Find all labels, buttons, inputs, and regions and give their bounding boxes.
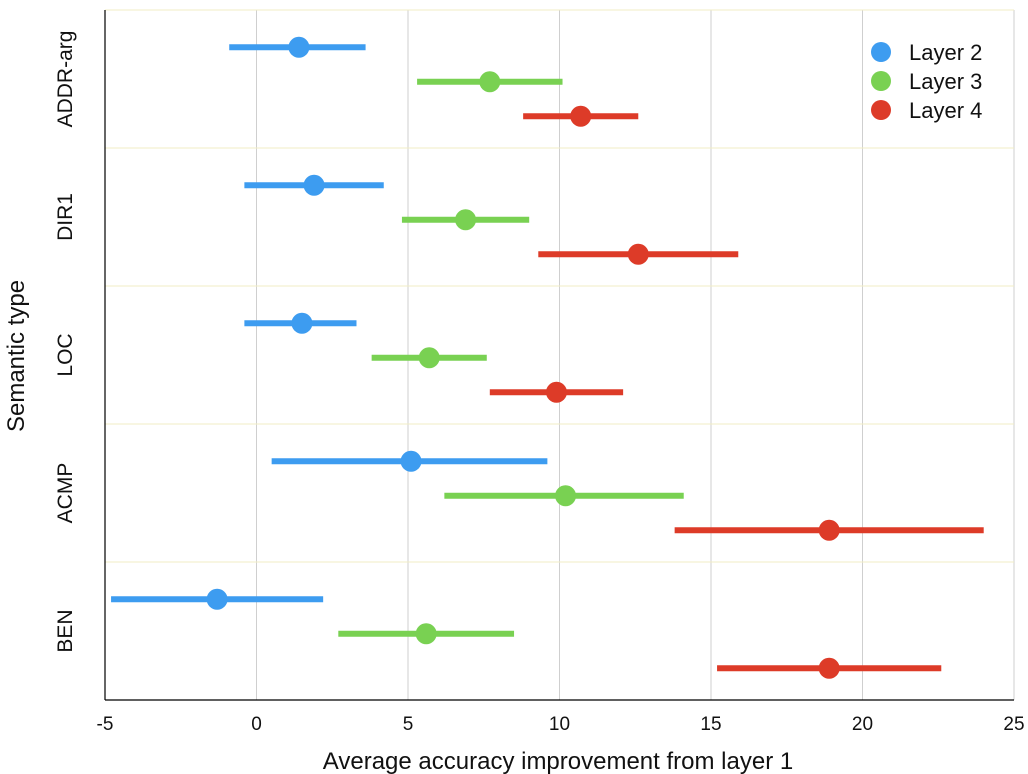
mean-point — [479, 71, 501, 93]
mean-point — [545, 381, 567, 403]
x-tick-label: 15 — [700, 714, 721, 735]
legend-label: Layer 3 — [909, 69, 982, 94]
x-tick-label: -5 — [97, 714, 114, 735]
marks-layer — [111, 36, 984, 679]
mean-point — [303, 174, 325, 196]
mean-point — [288, 36, 310, 58]
mean-point — [206, 588, 228, 610]
legend-label: Layer 4 — [909, 98, 982, 123]
legend-swatch — [871, 100, 891, 120]
x-tick-label: 25 — [1003, 714, 1024, 735]
y-axis-title: Semantic type — [3, 280, 30, 432]
x-tick-label: 20 — [852, 714, 873, 735]
category-label: ACMP — [54, 463, 77, 524]
legend: Layer 2 Layer 3 Layer 4 — [871, 40, 982, 123]
grid-layer — [105, 9, 1015, 700]
legend-swatch — [871, 42, 891, 62]
mean-point — [400, 450, 422, 472]
labels-layer: Average accuracy improvement from layer … — [3, 31, 1025, 774]
mean-point — [415, 623, 437, 645]
axis-layer — [104, 10, 1014, 701]
x-tick-label: 0 — [251, 714, 262, 735]
mean-point — [555, 485, 577, 507]
x-tick-label: 10 — [549, 714, 570, 735]
mean-point — [627, 243, 649, 265]
category-label: LOC — [54, 333, 77, 376]
x-tick-label: 5 — [403, 714, 414, 735]
category-label: DIR1 — [54, 193, 77, 241]
legend-label: Layer 2 — [909, 40, 982, 65]
mean-point — [818, 519, 840, 541]
legend-swatch — [871, 71, 891, 91]
category-label: ADDR-arg — [54, 31, 77, 128]
mean-point — [455, 209, 477, 231]
mean-point — [570, 105, 592, 127]
mean-point — [291, 312, 313, 334]
category-label: BEN — [54, 609, 77, 652]
mean-point — [418, 347, 440, 369]
x-axis-title: Average accuracy improvement from layer … — [323, 748, 793, 774]
mean-point — [818, 657, 840, 679]
